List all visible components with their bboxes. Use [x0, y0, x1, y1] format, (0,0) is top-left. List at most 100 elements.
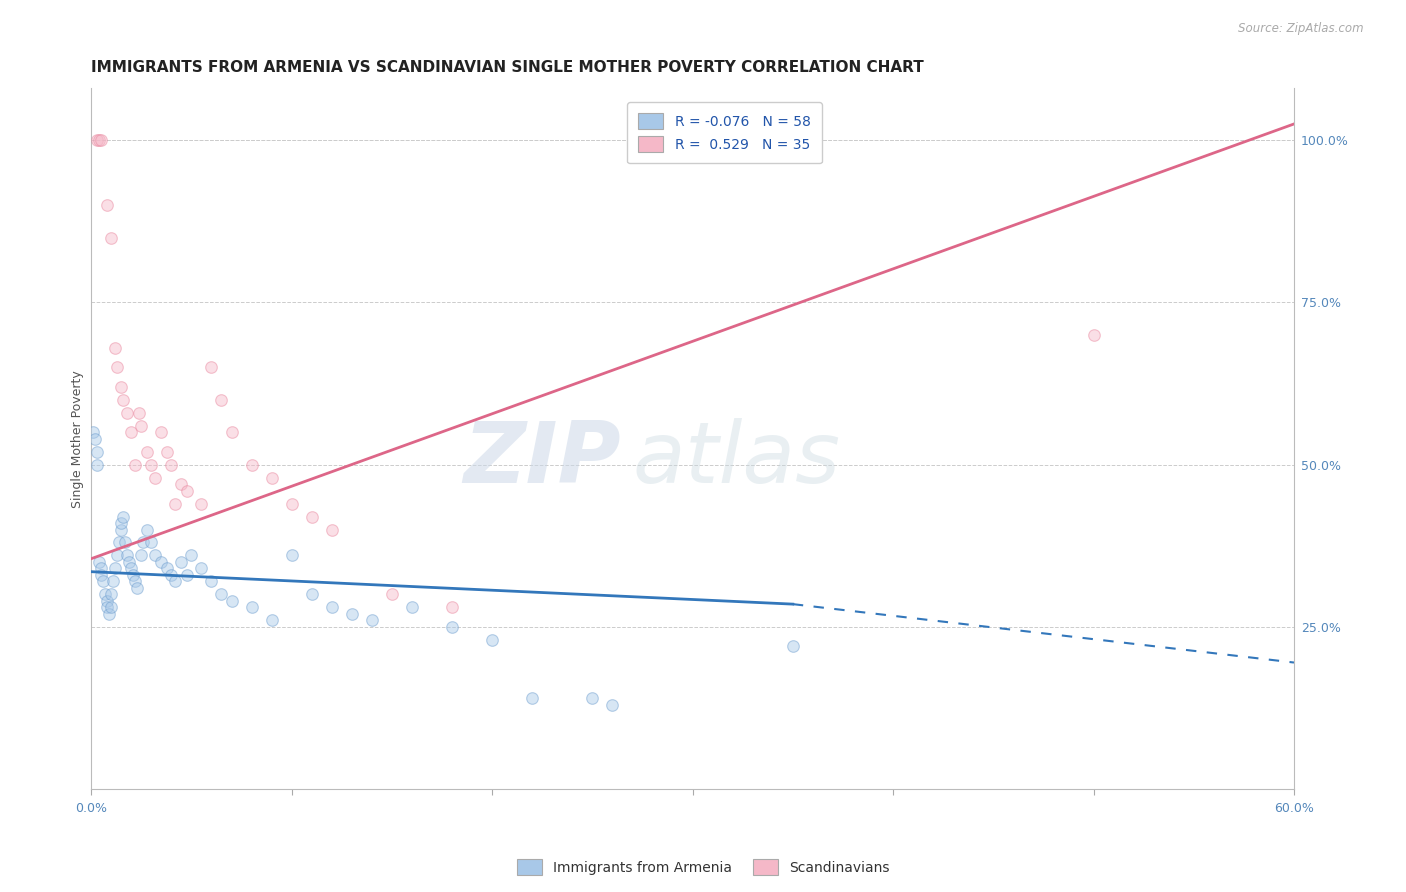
Point — [82, 425, 104, 440]
Point — [127, 581, 149, 595]
Point — [100, 230, 122, 244]
Text: ZIP: ZIP — [463, 418, 620, 501]
Point — [124, 458, 146, 472]
Point — [141, 458, 163, 472]
Point — [401, 600, 423, 615]
Point — [120, 425, 142, 440]
Point — [441, 620, 464, 634]
Point — [1083, 327, 1105, 342]
Point — [124, 574, 146, 589]
Point — [90, 133, 112, 147]
Point — [150, 425, 173, 440]
Point — [170, 555, 193, 569]
Point — [240, 458, 263, 472]
Point — [381, 587, 404, 601]
Point — [221, 594, 243, 608]
Point — [98, 607, 121, 621]
Point — [260, 470, 283, 484]
Point — [105, 549, 128, 563]
Point — [160, 458, 183, 472]
Point — [103, 574, 125, 589]
Point — [108, 535, 131, 549]
Point — [104, 561, 127, 575]
Point — [112, 392, 135, 407]
Point — [190, 561, 212, 575]
Point — [110, 516, 132, 530]
Point — [221, 425, 243, 440]
Point — [112, 509, 135, 524]
Point — [522, 691, 544, 706]
Point — [136, 444, 159, 458]
Point — [602, 698, 624, 712]
Point — [280, 497, 302, 511]
Point — [94, 587, 117, 601]
Point — [132, 535, 155, 549]
Point — [581, 691, 603, 706]
Point — [90, 561, 112, 575]
Point — [176, 568, 198, 582]
Point — [100, 600, 122, 615]
Point — [190, 497, 212, 511]
Point — [211, 392, 233, 407]
Point — [84, 432, 107, 446]
Point — [260, 613, 283, 627]
Point — [91, 574, 114, 589]
Point — [165, 574, 187, 589]
Point — [114, 535, 136, 549]
Text: IMMIGRANTS FROM ARMENIA VS SCANDINAVIAN SINGLE MOTHER POVERTY CORRELATION CHART: IMMIGRANTS FROM ARMENIA VS SCANDINAVIAN … — [91, 60, 924, 75]
Point — [136, 523, 159, 537]
Point — [118, 555, 141, 569]
Point — [120, 561, 142, 575]
Point — [96, 594, 118, 608]
Point — [90, 568, 112, 582]
Point — [200, 574, 222, 589]
Point — [301, 509, 323, 524]
Point — [301, 587, 323, 601]
Point — [340, 607, 363, 621]
Point — [117, 406, 139, 420]
Legend: R = -0.076   N = 58, R =  0.529   N = 35: R = -0.076 N = 58, R = 0.529 N = 35 — [627, 103, 821, 163]
Point — [86, 444, 108, 458]
Point — [129, 418, 152, 433]
Point — [117, 549, 139, 563]
Point — [143, 549, 166, 563]
Point — [156, 444, 179, 458]
Point — [170, 477, 193, 491]
Point — [321, 523, 343, 537]
Point — [200, 360, 222, 375]
Point — [89, 133, 111, 147]
Point — [129, 549, 152, 563]
Point — [141, 535, 163, 549]
Point — [143, 470, 166, 484]
Point — [100, 587, 122, 601]
Point — [360, 613, 382, 627]
Point — [160, 568, 183, 582]
Point — [104, 341, 127, 355]
Point — [156, 561, 179, 575]
Point — [280, 549, 302, 563]
Point — [481, 632, 503, 647]
Legend: Immigrants from Armenia, Scandinavians: Immigrants from Armenia, Scandinavians — [512, 854, 894, 880]
Point — [86, 458, 108, 472]
Point — [86, 133, 108, 147]
Point — [96, 600, 118, 615]
Point — [180, 549, 202, 563]
Point — [150, 555, 173, 569]
Point — [240, 600, 263, 615]
Point — [441, 600, 464, 615]
Point — [321, 600, 343, 615]
Point — [96, 198, 118, 212]
Point — [782, 640, 804, 654]
Point — [122, 568, 145, 582]
Text: Source: ZipAtlas.com: Source: ZipAtlas.com — [1239, 22, 1364, 36]
Point — [105, 360, 128, 375]
Point — [211, 587, 233, 601]
Point — [89, 555, 111, 569]
Y-axis label: Single Mother Poverty: Single Mother Poverty — [72, 370, 84, 508]
Point — [165, 497, 187, 511]
Point — [110, 380, 132, 394]
Text: atlas: atlas — [633, 418, 841, 501]
Point — [176, 483, 198, 498]
Point — [128, 406, 150, 420]
Point — [110, 523, 132, 537]
